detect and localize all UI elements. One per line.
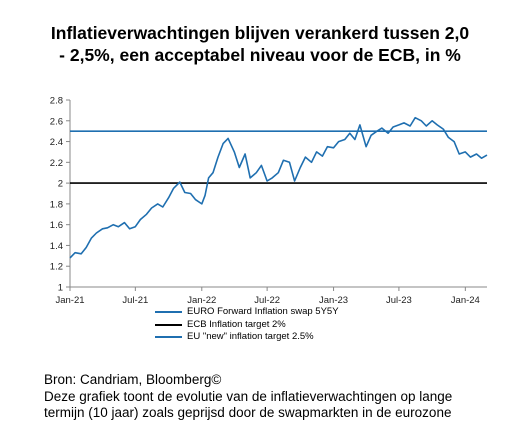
chart-title: Inflatieverwachtingen blijven verankerd …: [0, 22, 520, 66]
reference-lines: [70, 130, 487, 184]
swap-series-line: [69, 116, 488, 259]
chart-legend: EURO Forward Inflation swap 5Y5Y ECB Inf…: [155, 306, 339, 344]
legend-swatch-ecb-target: [155, 323, 182, 326]
legend-swatch-swap: [155, 311, 182, 314]
y-tick-label: 1.8: [50, 199, 63, 210]
y-tick-label: 2: [58, 179, 63, 190]
legend-label-eu-target: EU "new" inflation target 2.5%: [187, 331, 314, 342]
chart-series: [69, 116, 488, 259]
legend-item-ecb-target: ECB Inflation target 2%: [155, 319, 339, 332]
x-tick-label: Jul-23: [386, 295, 412, 306]
legend-label-swap: EURO Forward Inflation swap 5Y5Y: [187, 306, 339, 317]
description-line-1: Deze grafiek toont de evolutie van de in…: [44, 388, 453, 404]
y-tick-label: 1.2: [50, 262, 63, 273]
chart-footer: Bron: Candriam, Bloomberg© Deze grafiek …: [44, 372, 452, 422]
y-tick-label: 2.6: [50, 116, 63, 127]
source-note: Bron: Candriam, Bloomberg©: [44, 372, 222, 387]
x-tick-label: Jan-21: [55, 295, 84, 306]
y-tick-label: 2.8: [50, 96, 63, 107]
x-tick-label: Jan-23: [319, 295, 348, 306]
x-tick-label: Jan-22: [187, 295, 216, 306]
y-tick-label: 2.2: [50, 158, 63, 169]
legend-item-eu-target: EU "new" inflation target 2.5%: [155, 331, 339, 344]
chart-title-line-2: - 2,5%, een acceptabel niveau voor de EC…: [59, 45, 461, 65]
y-tick-label: 1.4: [50, 241, 63, 252]
x-tick-label: Jul-21: [122, 295, 148, 306]
chart-axes: [66, 99, 487, 291]
y-tick-label: 2.4: [50, 137, 63, 148]
chart-title-line-1: Inflatieverwachtingen blijven verankerd …: [50, 23, 470, 43]
x-tick-label: Jul-22: [254, 295, 280, 306]
y-tick-label: 1: [58, 283, 63, 294]
x-tick-label: Jan-24: [451, 295, 480, 306]
legend-label-ecb-target: ECB Inflation target 2%: [187, 318, 286, 330]
legend-item-swap: EURO Forward Inflation swap 5Y5Y: [155, 306, 339, 319]
chart-tick-labels: 1 1.2 1.4 1.6 1.8 2 2.2 2.4 2.6 2.8 Jan-21 Jul-21 Ja…: [50, 96, 480, 307]
y-tick-label: 1.6: [50, 220, 63, 231]
description-line-2: termijn (10 jaar) zoals geprijsd door de…: [44, 405, 452, 420]
legend-swatch-eu-target: [155, 336, 182, 339]
